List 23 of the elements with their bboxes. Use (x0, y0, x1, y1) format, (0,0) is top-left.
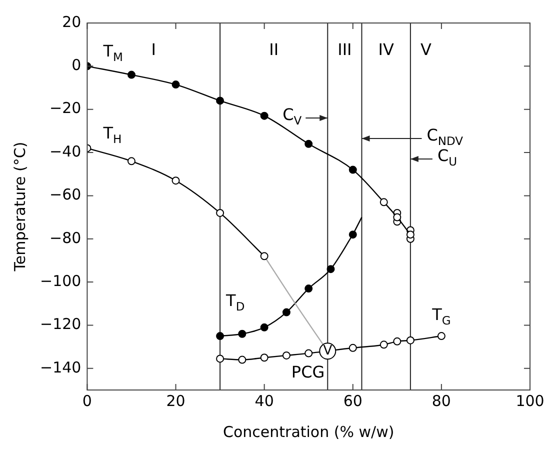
annotation: PCG (291, 362, 325, 382)
annotation: IV (378, 40, 394, 60)
annotation: II (269, 40, 279, 60)
y-tick-label: −80 (50, 228, 82, 247)
x-tick-label: 40 (254, 392, 274, 410)
annotation: III (338, 40, 352, 60)
y-tick-label: −120 (40, 315, 82, 334)
y-tick-label: −20 (50, 99, 82, 118)
y-tick-label: −100 (40, 272, 82, 290)
y-tick-label: 0 (72, 56, 82, 74)
x-tick-label: 100 (516, 392, 544, 410)
x-tick-label: 60 (343, 392, 362, 410)
x-tick-label: 80 (432, 392, 451, 410)
y-tick-label: −60 (50, 186, 82, 204)
series-label: V (323, 344, 332, 359)
y-tick-label: −140 (40, 358, 82, 376)
x-axis-title: Concentration (% w/w) (223, 422, 394, 441)
y-tick-label: 20 (62, 12, 82, 31)
annotation: I (151, 40, 156, 60)
y-tick-label: −40 (50, 142, 82, 160)
x-tick-label: 20 (166, 392, 186, 410)
annotation: V (420, 40, 432, 60)
y-axis-title: Temperature (°C) (10, 142, 29, 272)
